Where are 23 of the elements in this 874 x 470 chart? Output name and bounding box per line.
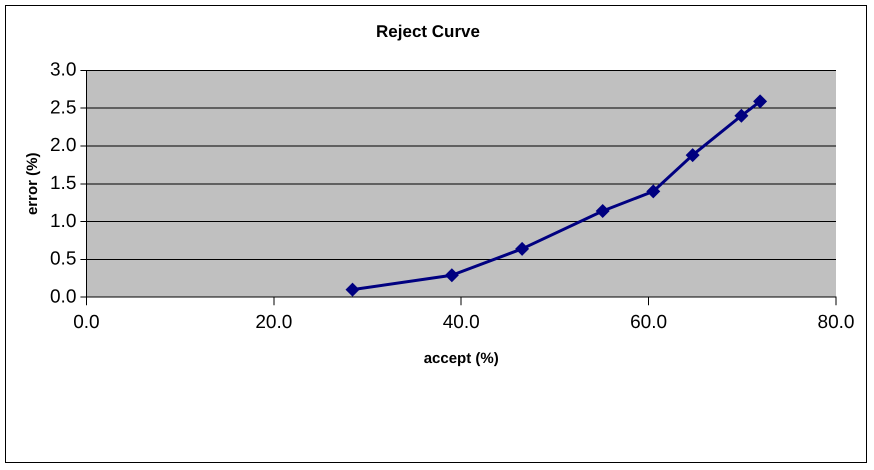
x-tick-label: 20.0	[255, 312, 292, 333]
y-tick-label: 2.0	[50, 135, 76, 156]
point	[646, 184, 660, 198]
y-axis-title: error (%)	[24, 152, 42, 216]
x-tick-label: 60.0	[630, 312, 668, 333]
point	[444, 268, 459, 282]
y-tick-label: 2.5	[50, 97, 76, 118]
x-tick-label: 0.0	[73, 312, 100, 333]
point	[515, 242, 530, 256]
point	[686, 148, 700, 162]
y-tick-label: 0.0	[50, 286, 76, 308]
point	[346, 282, 360, 297]
point	[596, 204, 610, 218]
x-tick-label: 40.0	[442, 312, 480, 333]
y-tick-label: 1.0	[50, 210, 76, 232]
point	[734, 108, 748, 123]
y-tick-label: 3.0	[50, 60, 76, 81]
chart-title: Reject Curve	[376, 22, 480, 41]
x-tick-label: 80.0	[818, 312, 854, 333]
x-axis-title: accept (%)	[424, 350, 499, 368]
y-tick-label: 0.5	[50, 248, 76, 270]
y-tick-label: 1.5	[50, 173, 76, 194]
point	[753, 94, 768, 108]
